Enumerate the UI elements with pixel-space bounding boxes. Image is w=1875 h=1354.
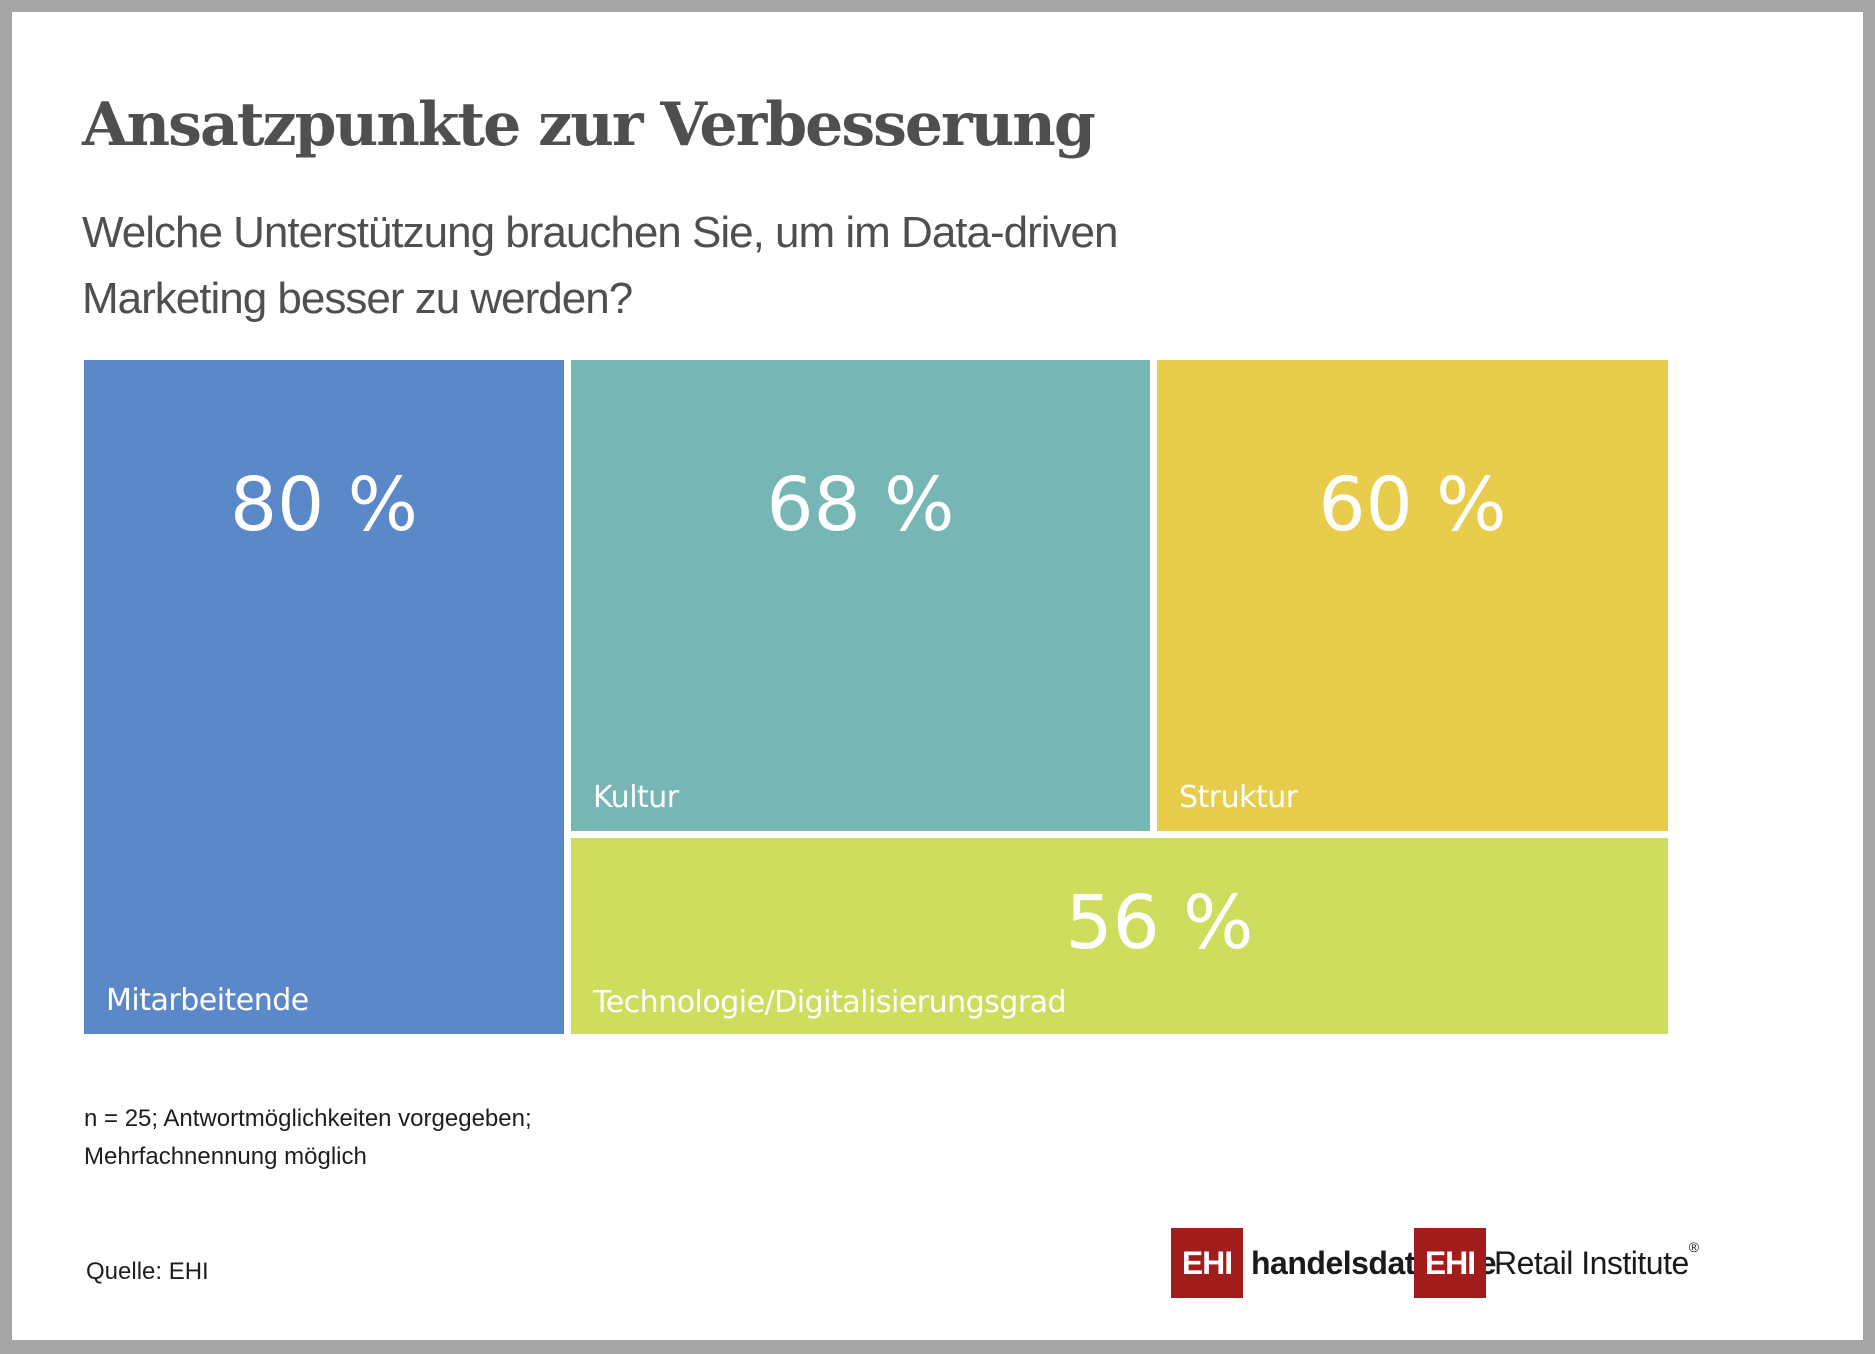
- chart-subtitle: Welche Unterstützung brauchen Sie, um im…: [82, 200, 1382, 332]
- source-label: Quelle: EHI: [86, 1258, 209, 1285]
- infographic-card: Ansatzpunkte zur Verbesserung Welche Unt…: [12, 12, 1863, 1340]
- registered-mark: ®: [1688, 1238, 1699, 1255]
- retail-institute-logo: EHI Retail Institute®: [1414, 1228, 1699, 1298]
- tile-category-label: Mitarbeitende: [106, 983, 309, 1018]
- retail-institute-wordmark: Retail Institute®: [1494, 1239, 1699, 1282]
- ehi-badge: EHI: [1414, 1228, 1486, 1298]
- chart-title: Ansatzpunkte zur Verbesserung: [82, 90, 1096, 160]
- treemap-chart: 80 % Mitarbeitende 68 % Kultur 60 % Struktur 5…: [12, 12, 1863, 1340]
- treemap-tile: 60 % Struktur: [1157, 360, 1668, 831]
- treemap-tile: 68 % Kultur: [571, 360, 1150, 831]
- tile-value-label: 80 %: [230, 462, 418, 548]
- sample-note: n = 25; Antwortmöglichkeiten vorgegeben;…: [84, 1100, 532, 1176]
- wordmark-name: Retail Institute: [1494, 1244, 1689, 1281]
- subtitle-line: Marketing besser zu werden?: [82, 274, 633, 323]
- note-line: Mehrfachnennung möglich: [84, 1143, 367, 1170]
- treemap-tile: 80 % Mitarbeitende: [84, 360, 564, 1034]
- tile-category-label: Technologie/Digitalisierungsgrad: [593, 985, 1067, 1020]
- tile-value-label: 60 %: [1318, 462, 1507, 548]
- ehi-badge: EHI: [1171, 1228, 1243, 1298]
- treemap-tile: 56 % Technologie/Digitalisierungsgrad: [571, 838, 1668, 1034]
- subtitle-line: Welche Unterstützung brauchen Sie, um im…: [82, 208, 1118, 257]
- tile-value-label: 68 %: [766, 462, 955, 548]
- tile-category-label: Struktur: [1179, 780, 1298, 815]
- tile-value-label: 56 %: [1065, 880, 1254, 966]
- note-line: n = 25; Antwortmöglichkeiten vorgegeben;: [84, 1105, 532, 1132]
- tile-category-label: Kultur: [593, 780, 679, 815]
